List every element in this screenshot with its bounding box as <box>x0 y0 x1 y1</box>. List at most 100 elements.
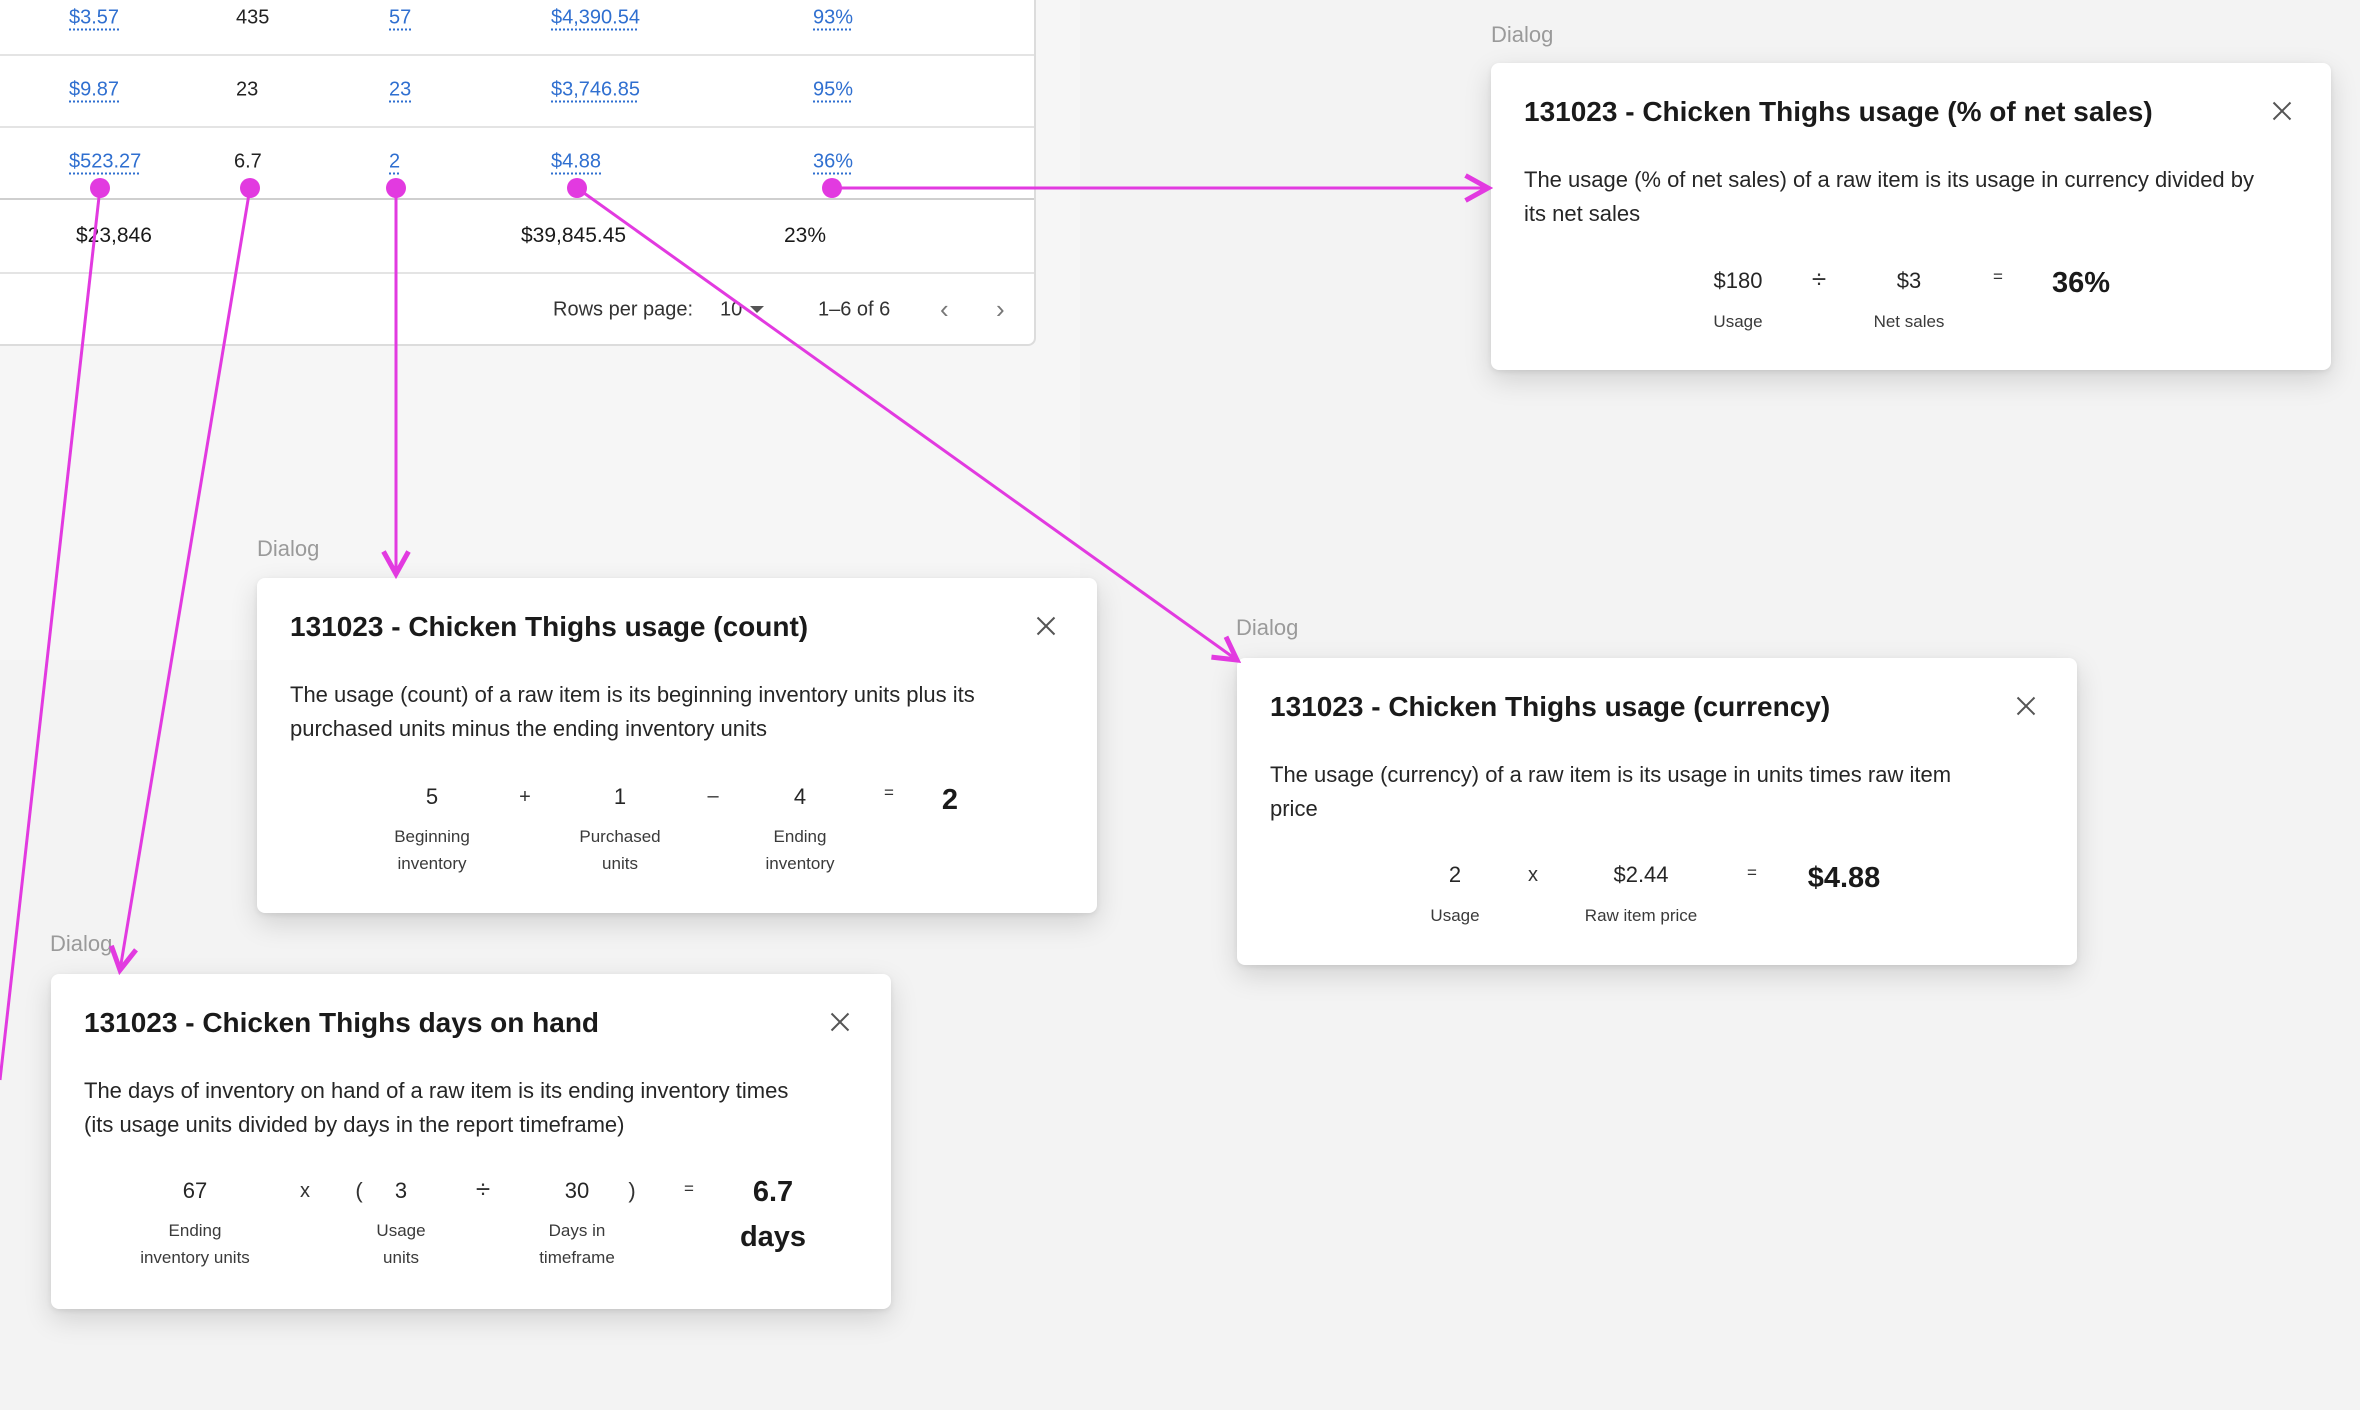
dialog-caption: Dialog <box>1236 615 1299 640</box>
close-icon[interactable] <box>828 1010 852 1034</box>
description-line: The days of inventory on hand of a raw i… <box>84 1078 789 1103</box>
dialog-description: The days of inventory on hand of a raw i… <box>84 1074 788 1142</box>
table-row: $523.27 6.7 2 $4.88 36% <box>0 126 1034 198</box>
description-line: its net sales <box>1524 201 1641 226</box>
formula-result: 2 <box>941 784 959 816</box>
divide-operator: ÷ <box>475 1174 491 1204</box>
equals-operator: = <box>1993 267 2003 286</box>
total-price: $23,846 <box>76 224 152 247</box>
net-sales-value: $3 <box>1896 268 1922 293</box>
dialog-caption: Dialog <box>257 536 320 561</box>
days-in-timeframe-caption: Days in timeframe <box>539 1217 615 1271</box>
caption-line: Ending <box>773 827 827 846</box>
table-row: $9.87 23 23 $3,746.85 95% <box>0 54 1034 128</box>
net-sales-caption: Net sales <box>1873 312 1945 331</box>
dialog-title: 131023 - Chicken Thighs usage (currency) <box>1270 691 1831 722</box>
caption-line: Ending <box>168 1221 222 1240</box>
caption-line: inventory <box>765 854 835 873</box>
ending-units-cell: 23 <box>236 78 259 101</box>
formula-result: 6.7 days <box>740 1170 806 1260</box>
dialog-caption: Dialog <box>1491 22 1554 47</box>
caption-line: inventory <box>397 854 467 873</box>
chevron-down-icon[interactable] <box>750 306 764 313</box>
plus-operator: + <box>519 786 531 808</box>
dialog-description: The usage (% of net sales) of a raw item… <box>1524 163 2254 231</box>
caption-line: inventory units <box>140 1248 250 1267</box>
multiply-operator: x <box>300 1180 310 1202</box>
caption-line: units <box>602 854 638 873</box>
usage-table: $3.57 435 57 $4,390.54 93% $9.87 23 23 $… <box>0 0 1036 346</box>
formula-result: $4.88 <box>1807 862 1881 894</box>
equals-operator: = <box>884 783 894 802</box>
description-line: purchased units minus the ending invento… <box>290 716 767 741</box>
ending-inventory-units-caption: Ending inventory units <box>140 1217 250 1271</box>
usage-currency-link[interactable]: $3,746.85 <box>551 78 640 101</box>
usage-units-caption: Usage units <box>376 1217 425 1271</box>
count-usage-dialog: 131023 - Chicken Thighs usage (count) Th… <box>257 578 1097 913</box>
open-parenthesis: ( <box>355 1178 363 1203</box>
description-line: The usage (currency) of a raw item is it… <box>1270 762 1952 787</box>
table-pagination: Rows per page: 10 1–6 of 6 ‹ › <box>0 278 1034 342</box>
caption-line: timeframe <box>539 1248 615 1267</box>
ending-units-cell: 435 <box>236 6 270 29</box>
caption-line: Days in <box>548 1221 606 1240</box>
equals-operator: = <box>684 1179 694 1198</box>
currency-usage-dialog: 131023 - Chicken Thighs usage (currency)… <box>1237 658 2077 965</box>
usage-currency-link[interactable]: $4,390.54 <box>551 6 640 29</box>
raw-item-price-value: $2.44 <box>1613 862 1669 887</box>
usage-pct-link[interactable]: 36% <box>813 150 854 173</box>
formula-result: 36% <box>2051 267 2111 299</box>
usage-value: $180 <box>1713 268 1763 293</box>
ending-inventory-value: 4 <box>793 784 807 809</box>
days-in-timeframe-value: 30 <box>564 1178 590 1203</box>
next-page-icon[interactable]: › <box>996 294 1005 324</box>
description-line: The usage (count) of a raw item is its b… <box>290 682 975 707</box>
divide-operator: ÷ <box>1811 264 1827 294</box>
usage-pct-link[interactable]: 93% <box>813 6 854 29</box>
previous-page-icon[interactable]: ‹ <box>940 294 949 324</box>
close-icon[interactable] <box>1034 614 1058 638</box>
raw-item-price-caption: Raw item price <box>1584 906 1698 925</box>
dialog-title: 131023 - Chicken Thighs usage (% of net … <box>1524 96 2153 127</box>
page-range: 1–6 of 6 <box>818 298 891 321</box>
price-link[interactable]: $9.87 <box>69 78 120 101</box>
dialog-title: 131023 - Chicken Thighs days on hand <box>84 1007 600 1038</box>
usage-pct-link[interactable]: 95% <box>813 78 854 101</box>
rows-per-page-label: Rows per page: <box>553 298 694 321</box>
days-on-hand-dialog: 131023 - Chicken Thighs days on hand The… <box>51 974 891 1309</box>
total-usage-pct: 23% <box>784 224 827 247</box>
beginning-inventory-caption: Beginning inventory <box>394 823 470 877</box>
table-row: $3.57 435 57 $4,390.54 93% <box>0 0 1034 56</box>
price-link[interactable]: $523.27 <box>69 150 142 173</box>
days-on-hand-link[interactable]: 6.7 <box>234 150 262 173</box>
usage-currency-link[interactable]: $4.88 <box>551 150 602 173</box>
dialog-description: The usage (count) of a raw item is its b… <box>290 678 975 746</box>
close-icon[interactable] <box>2014 694 2038 718</box>
dialog-description: The usage (currency) of a raw item is it… <box>1270 758 1951 826</box>
usage-caption: Usage <box>1430 906 1480 925</box>
rows-per-page-select[interactable]: 10 <box>720 298 743 321</box>
equals-operator: = <box>1747 863 1757 882</box>
ending-inventory-caption: Ending inventory <box>766 823 835 877</box>
purchased-units-caption: Purchased units <box>579 823 660 877</box>
usage-count-link[interactable]: 2 <box>389 150 401 173</box>
dialog-title: 131023 - Chicken Thighs usage (count) <box>290 611 809 642</box>
close-parenthesis: ) <box>628 1178 636 1203</box>
description-line: (its usage units divided by days in the … <box>84 1112 625 1137</box>
caption-line: Beginning <box>394 827 470 846</box>
usage-caption: Usage <box>1713 312 1763 331</box>
caption-line: Purchased <box>579 827 661 846</box>
purchased-units-value: 1 <box>613 784 627 809</box>
price-link[interactable]: $3.57 <box>69 6 120 29</box>
ending-inventory-units-value: 67 <box>182 1178 208 1203</box>
multiply-operator: x <box>1528 864 1538 886</box>
usage-units-value: 3 <box>394 1178 408 1203</box>
close-icon[interactable] <box>2270 99 2294 123</box>
caption-line: units <box>383 1248 419 1267</box>
usage-value: 2 <box>1448 862 1462 887</box>
total-usage-currency: $39,845.45 <box>521 224 627 247</box>
beginning-inventory-value: 5 <box>425 784 439 809</box>
usage-count-link[interactable]: 23 <box>389 78 412 101</box>
usage-count-link[interactable]: 57 <box>389 6 412 29</box>
net-sales-usage-dialog: 131023 - Chicken Thighs usage (% of net … <box>1491 63 2331 370</box>
